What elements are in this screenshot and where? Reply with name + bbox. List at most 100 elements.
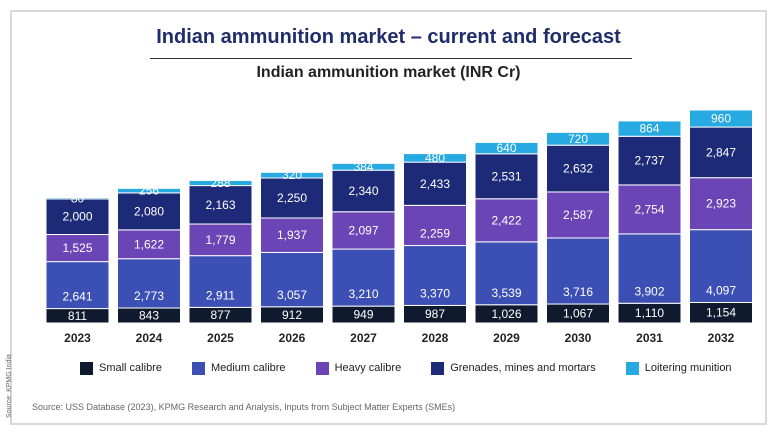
value-label: 3,716 bbox=[563, 285, 593, 299]
bar-segment-medium-calibre-2028 bbox=[403, 245, 467, 306]
value-label: 1,110 bbox=[635, 306, 664, 320]
bar-segment-medium-calibre-2024 bbox=[117, 258, 181, 309]
bar-segment-loitering-munition-2024 bbox=[117, 187, 181, 194]
value-label: 2,000 bbox=[62, 210, 92, 224]
value-label: 2,422 bbox=[491, 213, 521, 227]
bar-segment-grenades-mines-and-mortars-2030 bbox=[546, 144, 610, 193]
x-tick-label: 2027 bbox=[350, 331, 377, 345]
bar-segment-loitering-munition-2032 bbox=[689, 109, 753, 128]
value-label: 2,632 bbox=[563, 162, 593, 176]
bar-segment-heavy-calibre-2032 bbox=[689, 177, 753, 231]
chart-subtitle: Indian ammunition market (INR Cr) bbox=[256, 64, 521, 81]
value-label: 1,937 bbox=[277, 228, 307, 242]
x-tick-label: 2025 bbox=[207, 331, 234, 345]
bar-segment-grenades-mines-and-mortars-2026 bbox=[260, 177, 324, 219]
value-label: 384 bbox=[353, 160, 373, 174]
value-label: 3,539 bbox=[491, 286, 521, 300]
value-label: 2,250 bbox=[277, 191, 307, 205]
value-label: 987 bbox=[425, 307, 445, 321]
legend-item-loitering-munition: Loitering munition bbox=[625, 361, 732, 375]
bar-segment-medium-calibre-2029 bbox=[474, 241, 539, 306]
value-label: 2,587 bbox=[563, 208, 593, 222]
value-label: 4,097 bbox=[706, 283, 736, 297]
value-label: 2,923 bbox=[706, 197, 736, 211]
value-label: 1,779 bbox=[205, 233, 235, 247]
value-label: 912 bbox=[282, 308, 302, 322]
bar-segment-medium-calibre-2025 bbox=[188, 255, 253, 308]
value-label: 2,847 bbox=[706, 145, 736, 159]
legend-item-heavy-calibre: Heavy calibre bbox=[315, 361, 402, 375]
value-label: 2,259 bbox=[420, 227, 450, 241]
legend-item-medium-calibre: Medium calibre bbox=[191, 361, 286, 375]
value-label: 960 bbox=[711, 112, 731, 126]
value-label: 2,737 bbox=[634, 154, 664, 168]
bar-segment-heavy-calibre-2024 bbox=[117, 229, 181, 260]
value-label: 2,340 bbox=[348, 184, 378, 198]
value-label: 843 bbox=[139, 309, 159, 323]
legend-swatch bbox=[191, 361, 205, 375]
bar-segment-loitering-munition-2030 bbox=[546, 131, 610, 146]
value-label: 2,163 bbox=[205, 198, 235, 212]
value-label: 256 bbox=[139, 184, 159, 198]
value-label: 2,080 bbox=[134, 204, 164, 218]
bar-segment-heavy-calibre-2031 bbox=[617, 184, 682, 235]
legend-label: Grenades, mines and mortars bbox=[450, 362, 596, 374]
value-label: 3,370 bbox=[420, 286, 450, 300]
value-label: 1,067 bbox=[563, 307, 593, 321]
legend-label: Small calibre bbox=[99, 362, 162, 374]
value-label: 288 bbox=[210, 176, 230, 190]
x-tick-label: 2031 bbox=[636, 331, 663, 345]
legend-item-small-calibre: Small calibre bbox=[80, 361, 162, 375]
x-tick-label: 2026 bbox=[279, 331, 306, 345]
bar-segment-loitering-munition-2026 bbox=[260, 171, 324, 179]
bar-segment-loitering-munition-2031 bbox=[617, 120, 682, 137]
value-label: 480 bbox=[425, 151, 445, 165]
x-tick-label: 2032 bbox=[708, 331, 735, 345]
x-tick-label: 2024 bbox=[136, 331, 163, 345]
bar-segment-medium-calibre-2032 bbox=[689, 229, 753, 303]
x-tick-label: 2030 bbox=[565, 331, 592, 345]
title-divider bbox=[150, 58, 632, 59]
bar-segment-medium-calibre-2027 bbox=[331, 248, 396, 307]
value-label: 1,026 bbox=[491, 307, 521, 321]
value-label: 2,773 bbox=[134, 289, 164, 303]
bar-segment-loitering-munition-2029 bbox=[474, 141, 539, 155]
value-label: 1,154 bbox=[706, 306, 736, 320]
legend-swatch bbox=[625, 361, 639, 375]
bar-segment-heavy-calibre-2029 bbox=[474, 198, 539, 243]
value-label: 640 bbox=[496, 141, 516, 155]
legend-label: Loitering munition bbox=[644, 362, 732, 374]
bar-segment-medium-calibre-2031 bbox=[617, 233, 682, 304]
page-title: Indian ammunition market – current and f… bbox=[156, 26, 621, 48]
bar-segment-grenades-mines-and-mortars-2028 bbox=[403, 161, 467, 206]
value-label: 1,622 bbox=[134, 237, 164, 251]
legend-swatch bbox=[431, 361, 445, 375]
bar-segment-heavy-calibre-2030 bbox=[546, 191, 610, 239]
legend-swatch bbox=[315, 361, 329, 375]
bar-segment-medium-calibre-2030 bbox=[546, 237, 610, 305]
bar-segment-grenades-mines-and-mortars-2032 bbox=[689, 126, 753, 179]
value-label: 2,531 bbox=[491, 169, 521, 183]
value-label: 3,902 bbox=[634, 284, 664, 298]
legend-label: Medium calibre bbox=[210, 362, 286, 374]
value-label: 720 bbox=[568, 132, 588, 146]
value-label: 3,210 bbox=[348, 287, 378, 301]
bar-segment-grenades-mines-and-mortars-2023 bbox=[45, 198, 110, 236]
source-note: Source: USS Database (2023), KPMG Resear… bbox=[32, 402, 456, 412]
legend-label: Heavy calibre bbox=[334, 362, 402, 374]
bar-segment-loitering-munition-2023 bbox=[45, 197, 110, 200]
value-label: 1,525 bbox=[62, 241, 92, 255]
x-tick-label: 2029 bbox=[493, 331, 520, 345]
value-label: 2,097 bbox=[348, 223, 378, 237]
value-label: 2,911 bbox=[206, 288, 235, 302]
value-label: 2,433 bbox=[420, 177, 450, 191]
value-label: 811 bbox=[68, 309, 87, 323]
bar-segment-heavy-calibre-2023 bbox=[45, 234, 110, 263]
bar-segment-heavy-calibre-2026 bbox=[260, 217, 324, 253]
value-label: 3,057 bbox=[277, 288, 307, 302]
value-label: 80 bbox=[71, 191, 85, 205]
value-label: 2,641 bbox=[62, 290, 92, 304]
bar-segment-heavy-calibre-2027 bbox=[331, 211, 396, 250]
bar-segment-grenades-mines-and-mortars-2027 bbox=[331, 169, 396, 213]
